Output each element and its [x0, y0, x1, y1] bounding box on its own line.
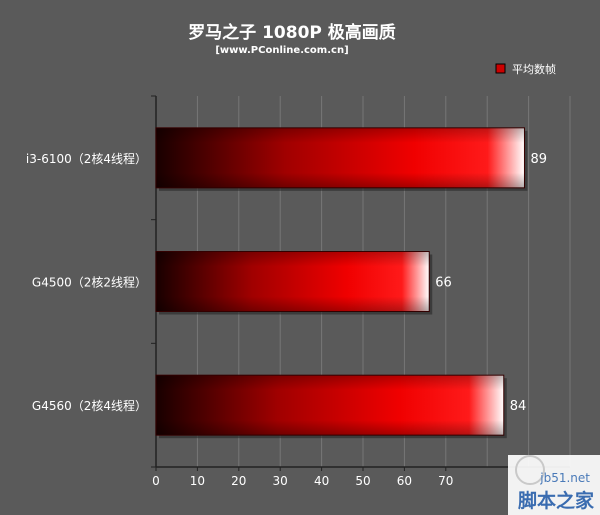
legend: 平均数帧 — [495, 62, 556, 76]
watermark-name: 脚本之家 — [518, 489, 595, 512]
watermark-domain: jb51.net — [539, 471, 590, 485]
legend-label: 平均数帧 — [512, 62, 556, 76]
bar-value-label: 66 — [435, 276, 452, 291]
watermark: jb51.net 脚本之家 — [508, 455, 600, 515]
category-label: G4560（2核4线程） — [32, 398, 147, 413]
chart-subtitle: [www.PConline.com.cn] — [215, 45, 348, 56]
x-tick-label: 70 — [438, 474, 453, 488]
bars: 89 66 84 — [155, 127, 547, 439]
x-tick-label: 20 — [231, 474, 246, 488]
watermark-bg — [508, 455, 600, 515]
x-tick-label: 30 — [273, 474, 288, 488]
x-tick-label: 10 — [190, 474, 205, 488]
bar-shade — [156, 251, 430, 312]
x-tick-label: 50 — [355, 474, 370, 488]
category-labels: i3-6100（2核4线程） G4500（2核2线程） G4560（2核4线程） — [26, 151, 147, 413]
x-tick-label: 60 — [397, 474, 412, 488]
chart-title: 罗马之子 1080P 极高画质 — [188, 22, 396, 43]
x-tick-label: 40 — [314, 474, 329, 488]
bar-value-label: 84 — [510, 399, 527, 414]
category-label: G4500（2核2线程） — [32, 275, 147, 290]
bar-shade — [156, 127, 525, 188]
bar-shade — [156, 375, 504, 436]
tick-labels: 0 10 20 30 40 50 60 70 — [152, 474, 453, 488]
x-tick-label: 0 — [152, 474, 160, 488]
category-label: i3-6100（2核4线程） — [26, 151, 147, 166]
bar-value-label: 89 — [530, 152, 547, 167]
legend-swatch — [495, 63, 506, 74]
watermark-logo — [515, 455, 545, 485]
